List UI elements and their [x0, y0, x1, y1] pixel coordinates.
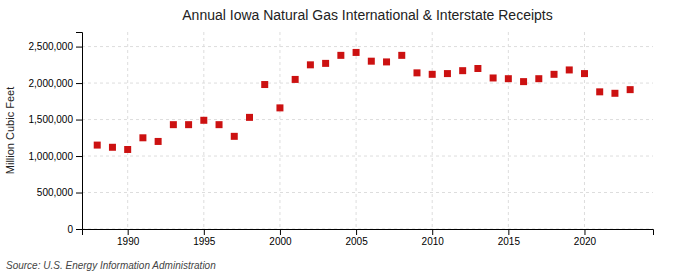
point [109, 144, 116, 151]
axis-line [83, 230, 654, 236]
tick-label: 2015 [498, 236, 521, 247]
chart-container: 1990 1995 2000 2005 2010 2015 2020 0 500,000 1,00… [0, 0, 675, 275]
grid-line [203, 32, 204, 229]
tick-label: 2005 [345, 236, 368, 247]
tick-mark [204, 229, 205, 235]
tick-label: 1,500,000 [29, 114, 74, 125]
point [474, 65, 481, 72]
y-axis: 0 500,000 1,000,000 1,500,000 2,000,000 2,500… [29, 33, 83, 235]
tick: 1990 [117, 229, 140, 247]
grid-line [127, 32, 128, 229]
tick-label: 1990 [117, 236, 140, 247]
grid-line [508, 32, 509, 229]
source-note: Source: U.S. Energy Information Administ… [6, 260, 216, 271]
point [353, 49, 360, 56]
grid [82, 32, 653, 229]
tick-mark [508, 229, 509, 235]
tick-mark [584, 229, 585, 235]
grid-line [279, 32, 280, 229]
tick-label: 0 [67, 224, 73, 235]
tick: 2010 [422, 229, 445, 247]
title: Annual Iowa Natural Gas International & … [182, 7, 552, 23]
tick-mark [280, 229, 281, 235]
tick: 1995 [193, 229, 216, 247]
tick-mark [356, 229, 357, 235]
tick: 2000 [269, 229, 292, 247]
point [276, 104, 283, 111]
tick-label: 500,000 [37, 187, 74, 198]
tick: 2015 [498, 229, 521, 247]
tick-label: 2010 [422, 236, 445, 247]
tick-label: 2020 [574, 236, 597, 247]
point [551, 71, 558, 78]
tick-mark [432, 229, 433, 235]
point [383, 58, 390, 65]
x-axis: 1990 1995 2000 2005 2010 2015 2020 [83, 229, 654, 247]
point [581, 70, 588, 77]
point [520, 78, 527, 85]
point [337, 52, 344, 59]
point [505, 75, 512, 82]
plot-area: 1990 1995 2000 2005 2010 2015 2020 0 500,000 1,00… [29, 32, 654, 247]
point [627, 86, 634, 93]
points [94, 49, 634, 153]
tick: 0 [67, 224, 82, 235]
point [307, 61, 314, 68]
point [398, 52, 405, 59]
tick: 500,000 [37, 187, 82, 198]
point [611, 90, 618, 97]
grid-line [82, 83, 653, 84]
tick: 2020 [574, 229, 597, 247]
tick: 1,500,000 [29, 114, 83, 125]
tick: 2005 [345, 229, 368, 247]
point [231, 133, 238, 140]
tick-label: 2,500,000 [29, 41, 74, 52]
point [368, 58, 375, 65]
point [459, 67, 466, 74]
grid-line [432, 32, 433, 229]
grid-line [82, 119, 653, 120]
point [490, 74, 497, 81]
tick-mark [76, 193, 82, 194]
axis-line [76, 33, 83, 230]
grid-line [82, 156, 653, 157]
point [94, 142, 101, 149]
tick-label: 2,000,000 [29, 78, 74, 89]
point [322, 60, 329, 67]
grid-line [82, 46, 653, 47]
point [596, 88, 603, 95]
point [429, 71, 436, 78]
tick-mark [76, 120, 82, 121]
tick: 2,000,000 [29, 78, 83, 89]
y-axis-title: Million Cubic Feet [4, 87, 16, 174]
grid-line [584, 32, 585, 229]
point [261, 81, 268, 88]
point [246, 114, 253, 121]
point [292, 76, 299, 83]
tick-mark [76, 229, 82, 230]
grid-line [82, 192, 653, 193]
point [566, 66, 573, 73]
point [413, 69, 420, 76]
tick-label: 2000 [269, 236, 292, 247]
tick-label: 1,000,000 [29, 151, 74, 162]
point [124, 146, 131, 153]
point [216, 121, 223, 128]
point [185, 121, 192, 128]
point [170, 121, 177, 128]
tick: 1,000,000 [29, 151, 83, 162]
grid-line [356, 32, 357, 229]
tick-mark [76, 83, 82, 84]
point [444, 70, 451, 77]
tick-mark [76, 47, 82, 48]
point [535, 75, 542, 82]
tick-mark [76, 156, 82, 157]
tick: 2,500,000 [29, 41, 83, 52]
chart-svg: 1990 1995 2000 2005 2010 2015 2020 0 500,000 1,00… [0, 0, 675, 275]
point [200, 117, 207, 124]
point [139, 134, 146, 141]
tick-mark [128, 229, 129, 235]
point [155, 138, 162, 145]
tick-label: 1995 [193, 236, 216, 247]
